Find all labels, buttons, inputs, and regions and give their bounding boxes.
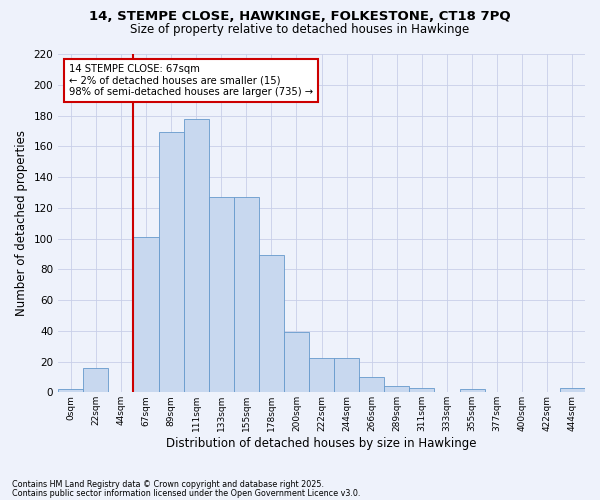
Bar bbox=[58, 389, 83, 392]
Bar bbox=[309, 358, 334, 392]
X-axis label: Distribution of detached houses by size in Hawkinge: Distribution of detached houses by size … bbox=[166, 437, 477, 450]
Bar bbox=[359, 377, 385, 392]
Text: 14, STEMPE CLOSE, HAWKINGE, FOLKESTONE, CT18 7PQ: 14, STEMPE CLOSE, HAWKINGE, FOLKESTONE, … bbox=[89, 10, 511, 23]
Bar bbox=[158, 132, 184, 392]
Text: 14 STEMPE CLOSE: 67sqm
← 2% of detached houses are smaller (15)
98% of semi-deta: 14 STEMPE CLOSE: 67sqm ← 2% of detached … bbox=[69, 64, 313, 98]
Bar bbox=[385, 386, 409, 392]
Bar bbox=[284, 332, 309, 392]
Text: Contains HM Land Registry data © Crown copyright and database right 2025.: Contains HM Land Registry data © Crown c… bbox=[12, 480, 324, 489]
Bar bbox=[259, 256, 284, 392]
Bar bbox=[409, 388, 434, 392]
Bar bbox=[83, 368, 109, 392]
Bar bbox=[133, 237, 158, 392]
Bar bbox=[334, 358, 359, 392]
Y-axis label: Number of detached properties: Number of detached properties bbox=[15, 130, 28, 316]
Bar bbox=[209, 197, 234, 392]
Bar bbox=[460, 389, 485, 392]
Text: Contains public sector information licensed under the Open Government Licence v3: Contains public sector information licen… bbox=[12, 488, 361, 498]
Bar bbox=[234, 197, 259, 392]
Bar bbox=[184, 118, 209, 392]
Text: Size of property relative to detached houses in Hawkinge: Size of property relative to detached ho… bbox=[130, 22, 470, 36]
Bar bbox=[560, 388, 585, 392]
